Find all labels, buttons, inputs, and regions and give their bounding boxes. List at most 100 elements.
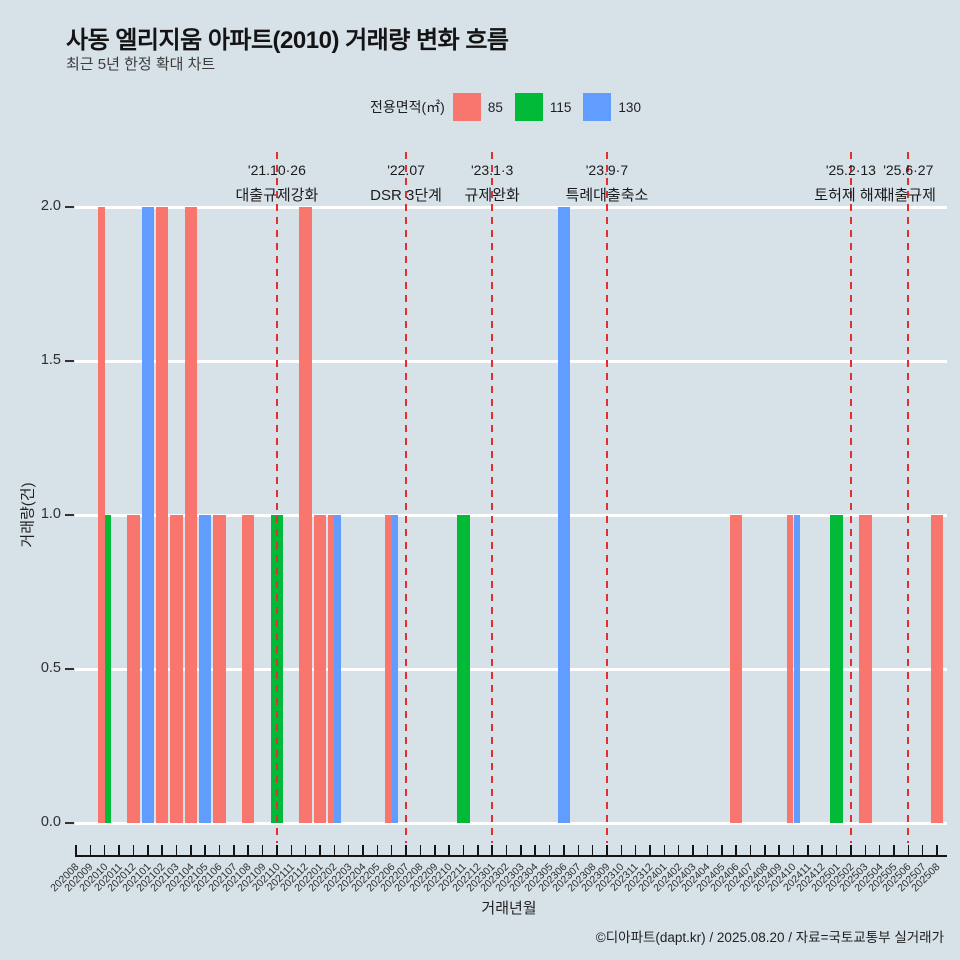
- event-date-202110: '21.10·26: [247, 162, 306, 178]
- x-axis-line: [75, 855, 947, 857]
- y-tick-label: 1.5: [40, 352, 61, 368]
- x-tick-202502: [850, 845, 852, 856]
- x-tick-202310: [620, 845, 623, 856]
- x-tick-202410: [792, 845, 795, 856]
- event-label-202506: 대출규제: [880, 187, 936, 204]
- event-date-202502: '25.2·13: [825, 162, 876, 178]
- event-line-202301: [491, 152, 494, 843]
- x-tick-202506: [907, 845, 910, 856]
- x-tick-202108: [247, 845, 249, 856]
- x-tick-202109: [261, 845, 264, 856]
- x-tick-202010: [103, 845, 106, 856]
- x-tick-202404: [706, 845, 709, 856]
- event-label-202301: 규제완화: [464, 187, 520, 204]
- x-tick-202110: [276, 845, 278, 856]
- x-tick-202104: [190, 845, 192, 856]
- x-tick-202211: [462, 845, 465, 856]
- legend-swatch-130: [583, 93, 612, 121]
- event-label-202207: DSR 3단계: [370, 187, 442, 204]
- x-tick-202302: [505, 845, 508, 856]
- x-tick-202409: [778, 845, 780, 856]
- bar-202306-130: [557, 207, 571, 823]
- event-date-202309: '23.9·7: [585, 162, 629, 178]
- x-tick-202305: [548, 845, 551, 856]
- y-tick-label: 2.0: [40, 198, 61, 214]
- event-date-202301: '23.1·3: [470, 162, 514, 178]
- bar-202101-130: [141, 207, 154, 823]
- bar-202206-130: [391, 515, 399, 823]
- legend-items: 85 115 130: [452, 93, 653, 121]
- bar-202202-85: [327, 515, 335, 823]
- bar-202010-85: [98, 207, 105, 823]
- legend-label: 130: [618, 99, 641, 115]
- x-tick-202505: [893, 845, 895, 856]
- event-line-202110: [275, 152, 278, 843]
- bar-202112-85: [299, 207, 312, 823]
- y-tick-mark: [65, 206, 74, 208]
- x-tick-202312: [649, 845, 651, 856]
- bar-202106-85: [213, 515, 226, 823]
- x-tick-202508: [936, 845, 938, 856]
- event-date-202506: '25.6·27: [883, 162, 934, 178]
- gridline-1.5: [75, 359, 947, 363]
- y-tick-mark: [65, 668, 74, 670]
- x-tick-202311: [634, 845, 637, 856]
- y-tick-label: 0.5: [40, 660, 61, 676]
- x-tick-202201: [319, 845, 321, 856]
- event-line-202309: [605, 152, 608, 843]
- x-tick-202411: [807, 845, 809, 856]
- y-tick-mark: [65, 822, 74, 824]
- x-tick-202303: [520, 845, 522, 856]
- x-tick-202301: [491, 845, 493, 856]
- bar-202410-130: [793, 515, 801, 823]
- legend-swatch-115: [514, 93, 543, 121]
- x-tick-202406: [735, 845, 737, 856]
- page-subtitle: 최근 5년 한정 확대 차트: [66, 56, 216, 73]
- legend-title: 전용면적(㎡): [370, 99, 445, 115]
- legend-label: 115: [549, 99, 572, 115]
- x-tick-202207: [405, 845, 407, 856]
- legend-item-85: 85: [452, 93, 503, 121]
- x-tick-202106: [218, 845, 221, 856]
- y-tick-label: 1.0: [40, 506, 61, 522]
- bar-202508-85: [930, 515, 944, 823]
- x-tick-202111: [290, 845, 292, 856]
- event-line-202506: [907, 152, 910, 843]
- x-tick-202402: [677, 845, 680, 856]
- x-tick-202008: [75, 845, 77, 856]
- bar-202102-85: [155, 207, 169, 823]
- y-tick-mark: [65, 360, 74, 362]
- x-tick-202212: [477, 845, 479, 856]
- x-tick-202103: [175, 845, 178, 856]
- legend: 전용면적(㎡) 85 115 130: [370, 93, 653, 121]
- x-tick-202401: [663, 845, 666, 856]
- x-tick-202304: [534, 845, 536, 856]
- x-tick-202102: [161, 845, 163, 856]
- event-date-202207: '22.07: [387, 162, 425, 178]
- bar-202103-85: [170, 515, 183, 823]
- x-tick-202112: [304, 845, 307, 856]
- bar-202503-85: [859, 515, 872, 823]
- bar-202201-85: [313, 515, 327, 823]
- x-tick-202107: [233, 845, 235, 856]
- bar-202104-85: [184, 207, 198, 823]
- bar-202108-85: [241, 515, 255, 823]
- bar-202012-85: [127, 515, 140, 823]
- x-tick-202204: [362, 845, 364, 856]
- x-tick-202507: [921, 845, 924, 856]
- bar-202410-85: [786, 515, 794, 823]
- bar-202406-85: [729, 515, 743, 823]
- x-tick-202205: [376, 845, 379, 856]
- page-title: 사동 엘리지움 아파트(2010) 거래량 변화 흐름: [66, 27, 509, 54]
- bar-202010-115: [104, 515, 112, 823]
- legend-item-130: 130: [583, 93, 641, 121]
- y-axis-title: 거래량(건): [19, 482, 37, 548]
- event-label-202502: 토허제 해제: [814, 187, 888, 204]
- x-tick-202408: [764, 845, 766, 856]
- x-tick-202307: [577, 845, 579, 856]
- event-label-202309: 특례대출축소: [565, 187, 649, 204]
- gridline-2.0: [75, 205, 947, 209]
- x-tick-202011: [118, 845, 120, 856]
- x-tick-202206: [390, 845, 393, 856]
- event-label-202110: 대출규제강화: [235, 187, 319, 204]
